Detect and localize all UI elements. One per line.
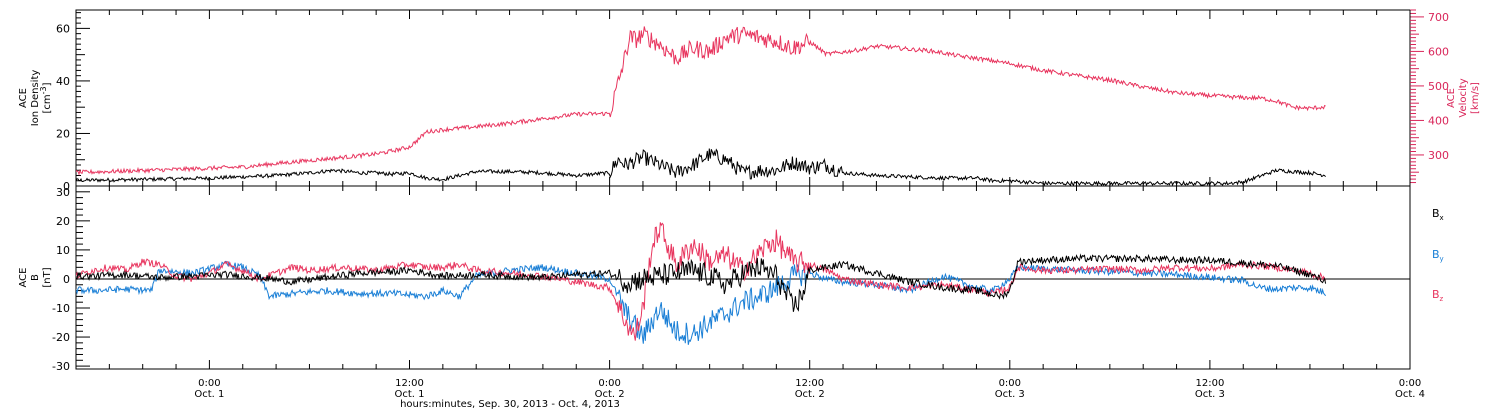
density-tick-label: 40 — [56, 75, 70, 88]
density-axis: 0 20 40 60 ACE Ion Density [cm-3] — [18, 12, 90, 193]
series-bz — [76, 222, 1327, 341]
x-tick-time-label: 0:00 — [1399, 378, 1421, 389]
x-tick-date-label: Oct. 4 — [1395, 389, 1425, 400]
x-tick-date-label: Oct. 1 — [194, 389, 224, 400]
velocity-tick-label: 600 — [1428, 45, 1449, 58]
velocity-tick-label: 400 — [1428, 114, 1449, 127]
velocity-label-line: Velocity — [1458, 78, 1469, 117]
x-axis-title: hours:minutes, Sep. 30, 2013 - Oct. 4, 2… — [400, 399, 620, 410]
legend-by: By — [1432, 248, 1444, 263]
b-tick-label: 0 — [63, 273, 70, 286]
b-tick-label: 10 — [56, 244, 70, 257]
velocity-tick-label: 700 — [1428, 11, 1449, 24]
x-tick-date-label: Oct. 1 — [394, 389, 424, 400]
top-panel-series — [76, 26, 1326, 186]
b-axis-label: ACE B [nT] — [18, 267, 53, 287]
b-tick-label: 20 — [56, 215, 70, 228]
velocity-label-line: ACE — [1446, 88, 1457, 108]
x-tick-time-label: 0:00 — [198, 378, 220, 389]
density-label-line1: ACE — [18, 88, 29, 108]
x-tick-date-label: Oct. 3 — [1195, 389, 1225, 400]
b-tick-label: -10 — [52, 302, 70, 315]
series-bx — [76, 253, 1327, 312]
bottom-panel-series — [76, 222, 1327, 345]
velocity-tick-label: 300 — [1428, 149, 1449, 162]
series-density — [76, 148, 1326, 186]
velocity-axis: 300 400 500 600 700 ACE Velocity [km/s] — [1410, 9, 1481, 184]
x-tick-date-label: Oct. 3 — [995, 389, 1025, 400]
x-tick-date-label: Oct. 2 — [595, 389, 625, 400]
b-legend: Bx By Bz — [1432, 207, 1444, 303]
b-label-line: B — [30, 274, 41, 281]
b-tick-label: 30 — [56, 186, 70, 199]
x-tick-date-label: Oct. 2 — [795, 389, 825, 400]
legend-bx: Bx — [1432, 207, 1444, 222]
density-label-line2: Ion Density — [30, 70, 41, 127]
density-axis-label: ACE Ion Density [cm-3] — [18, 70, 53, 127]
velocity-tick-label: 500 — [1428, 80, 1449, 93]
density-tick-label: 60 — [56, 22, 70, 35]
b-label-line: [nT] — [42, 267, 53, 287]
x-tick-time-label: 12:00 — [395, 378, 424, 389]
x-tick-time-label: 12:00 — [1195, 378, 1224, 389]
legend-bz: Bz — [1432, 288, 1444, 303]
top-panel-frame — [75, 9, 1411, 187]
density-label-units: [cm-3] — [39, 82, 53, 113]
series-by — [76, 260, 1326, 345]
velocity-label-line: [km/s] — [1470, 82, 1481, 114]
b-axis: -30 -20 -10 0 10 20 30 ACE B [nT] — [18, 186, 90, 373]
x-tick-time-label: 0:00 — [999, 378, 1021, 389]
density-tick-label: 0 — [63, 180, 70, 193]
density-tick-label: 20 — [56, 127, 70, 140]
series-velocity — [76, 26, 1326, 176]
x-tick-time-label: 12:00 — [795, 378, 824, 389]
b-label-line: ACE — [18, 268, 29, 288]
b-tick-label: -30 — [52, 360, 70, 373]
x-tick-time-label: 0:00 — [598, 378, 620, 389]
velocity-axis-label: ACE Velocity [km/s] — [1446, 78, 1481, 117]
b-tick-label: -20 — [52, 331, 70, 344]
